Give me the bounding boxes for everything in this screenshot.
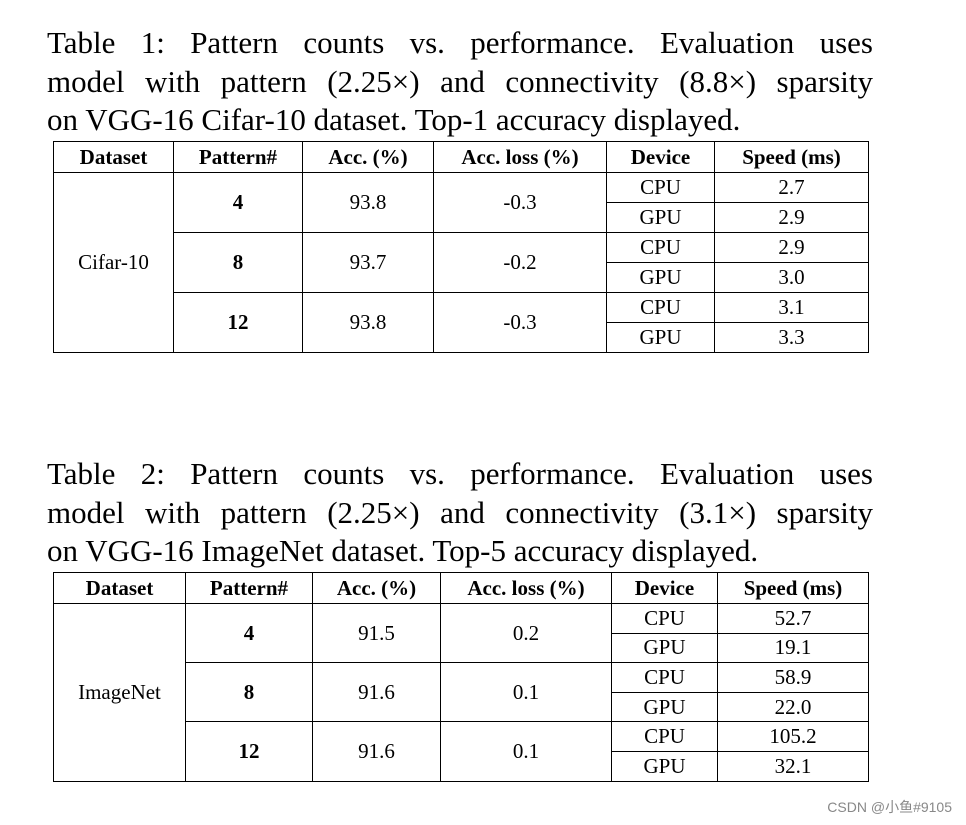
speed-cell: 2.9 (714, 232, 869, 263)
table1-caption-line: model with pattern (2.25×) and connectiv… (47, 63, 873, 99)
acc-cell: 91.5 (312, 602, 441, 664)
table2-header-row: Dataset Pattern# Acc. (%) Acc. loss (%) … (53, 572, 869, 604)
speed-cell: 2.9 (714, 202, 869, 233)
watermark: CSDN @小鱼#9105 (827, 799, 952, 815)
device-cell: GPU (606, 202, 715, 233)
speed-cell: 58.9 (717, 662, 869, 693)
column-header-acc-loss: Acc. loss (%) (440, 572, 612, 604)
device-cell: GPU (611, 691, 718, 723)
pattern-cell: 8 (185, 662, 313, 723)
table1: Dataset Pattern# Acc. (%) Acc. loss (%) … (53, 141, 869, 353)
table-row: GPU 19.1 (54, 632, 869, 664)
column-header-device: Device (606, 141, 715, 173)
column-header-pattern: Pattern# (185, 572, 313, 604)
device-cell: CPU (606, 292, 715, 323)
acc-cell: 93.7 (302, 232, 434, 293)
pattern-cell: 12 (185, 721, 313, 782)
speed-cell: 3.0 (714, 262, 869, 293)
table-row: ImageNet 4 91.5 0.2 CPU 52.7 (53, 602, 869, 782)
device-cell: CPU (606, 232, 715, 263)
acc-loss-cell: 0.2 (440, 602, 612, 664)
acc-cell: 91.6 (312, 721, 441, 782)
device-cell: GPU (606, 322, 715, 353)
column-header-device: Device (611, 572, 718, 604)
table-row: 8 91.6 0.1 CPU 58.9 (54, 662, 869, 723)
speed-cell: 105.2 (717, 721, 869, 752)
pattern-cell: 12 (173, 292, 303, 353)
table1-header-row: Dataset Pattern# Acc. (%) Acc. loss (%) … (53, 141, 869, 173)
pattern-cell: 8 (173, 232, 303, 293)
table1-caption: Table 1: Pattern counts vs. performance.… (47, 24, 873, 140)
dataset-cell: ImageNet (53, 603, 186, 782)
column-header-pattern: Pattern# (173, 141, 303, 173)
table-row: GPU 2.9 (54, 202, 869, 233)
speed-cell: 52.7 (717, 603, 869, 634)
table2-caption-line: Table 2: Pattern counts vs. performance.… (47, 456, 873, 491)
column-header-dataset: Dataset (53, 572, 186, 604)
acc-loss-cell: -0.3 (433, 292, 607, 353)
device-cell: CPU (611, 721, 718, 752)
dataset-cell: Cifar-10 (53, 172, 174, 353)
table2-caption-line: on VGG-16 ImageNet dataset. Top-5 accura… (47, 533, 759, 568)
table-row: GPU 32.1 (54, 750, 869, 782)
table-row: 12 93.8 -0.3 CPU 3.1 (54, 292, 869, 353)
device-cell: CPU (606, 172, 715, 203)
speed-cell: 19.1 (717, 632, 869, 664)
table2-caption-line: model with pattern (2.25×) and connectiv… (47, 494, 873, 530)
device-cell: GPU (611, 632, 718, 664)
table-row: Cifar-10 4 93.8 -0.3 CPU 2.7 (53, 172, 869, 353)
column-header-speed: Speed (ms) (717, 572, 869, 604)
acc-cell: 93.8 (302, 172, 434, 233)
device-cell: CPU (611, 603, 718, 634)
device-cell: CPU (611, 662, 718, 693)
acc-loss-cell: -0.2 (433, 232, 607, 293)
acc-loss-cell: -0.3 (433, 172, 607, 233)
acc-loss-cell: 0.1 (440, 721, 612, 782)
table1-caption-line: on VGG-16 Cifar-10 dataset. Top-1 accura… (47, 102, 741, 137)
table2: Dataset Pattern# Acc. (%) Acc. loss (%) … (53, 572, 869, 782)
speed-cell: 32.1 (717, 750, 869, 782)
table1-caption-line: Table 1: Pattern counts vs. performance.… (47, 25, 873, 60)
pattern-cell: 4 (173, 172, 303, 233)
column-header-dataset: Dataset (53, 141, 174, 173)
speed-cell: 3.1 (714, 292, 869, 323)
column-header-speed: Speed (ms) (714, 141, 869, 173)
column-header-acc: Acc. (%) (302, 141, 434, 173)
acc-cell: 93.8 (302, 292, 434, 353)
device-cell: GPU (606, 262, 715, 293)
table-row: 8 93.7 -0.2 CPU 2.9 (54, 232, 869, 293)
table-row: 12 91.6 0.1 CPU 105.2 (54, 721, 869, 782)
pattern-cell: 4 (185, 602, 313, 664)
speed-cell: 3.3 (714, 322, 869, 353)
table2-caption: Table 2: Pattern counts vs. performance.… (47, 455, 873, 571)
acc-cell: 91.6 (312, 662, 441, 723)
column-header-acc: Acc. (%) (312, 572, 441, 604)
table-row: GPU 3.3 (54, 322, 869, 353)
column-header-acc-loss: Acc. loss (%) (433, 141, 607, 173)
speed-cell: 2.7 (714, 172, 869, 203)
acc-loss-cell: 0.1 (440, 662, 612, 723)
table-row: GPU 3.0 (54, 262, 869, 293)
device-cell: GPU (611, 750, 718, 782)
speed-cell: 22.0 (717, 691, 869, 723)
